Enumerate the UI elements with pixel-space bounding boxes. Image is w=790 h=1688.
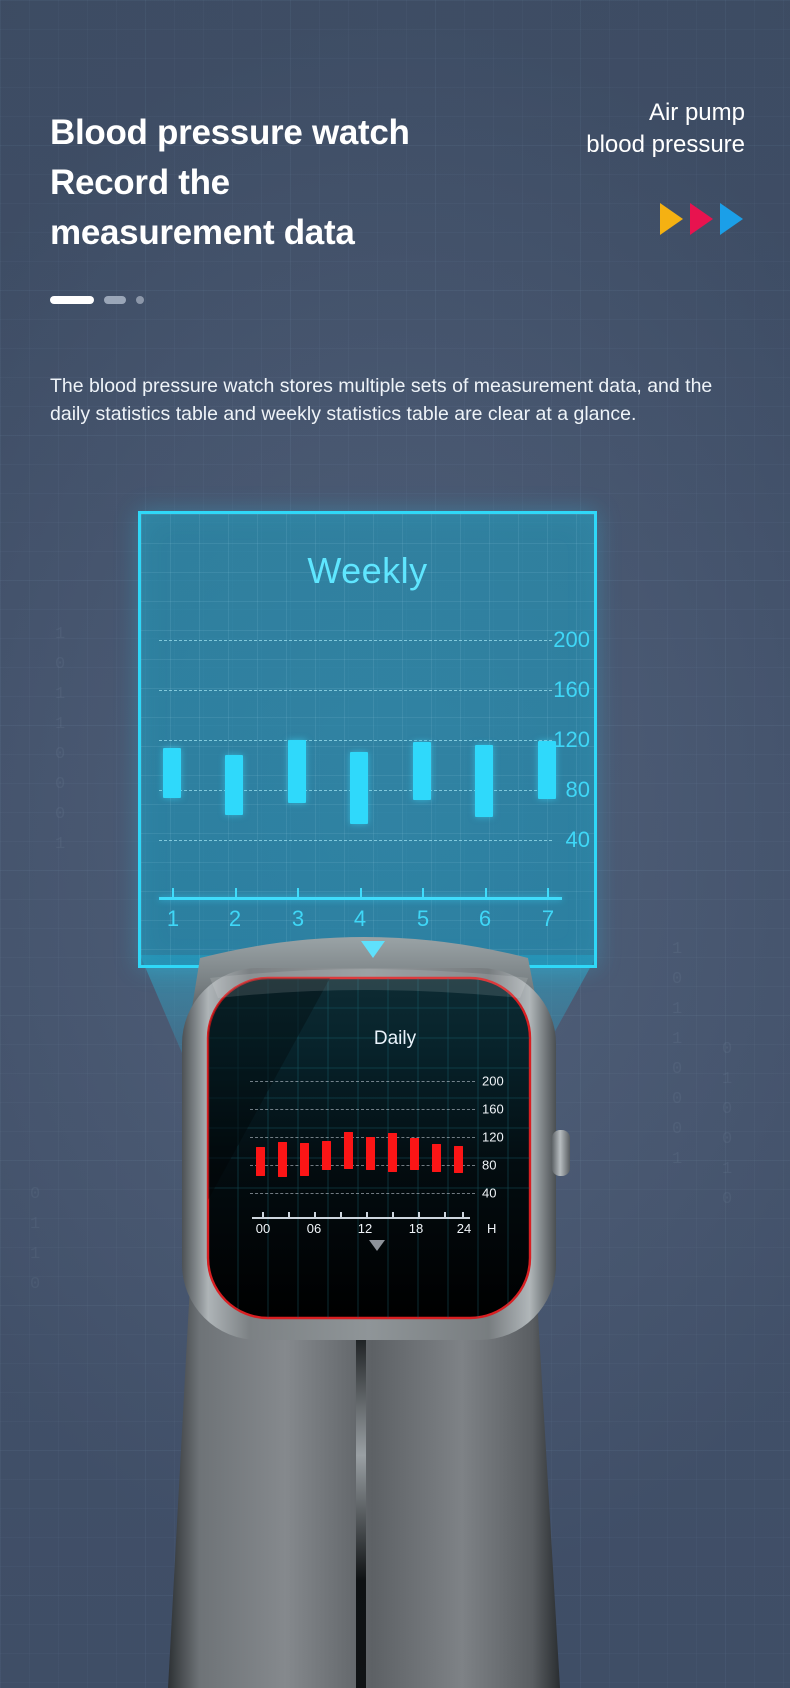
weekly-bar-7 [538,741,556,799]
arrow-group [660,203,743,235]
weekly-xlabel-1: 1 [166,906,180,931]
daily-bar-7 [388,1133,397,1172]
page-title: Blood pressure watch Record the measurem… [50,108,520,258]
daily-gridline-80 [250,1165,475,1166]
weekly-ylabel-80: 80 [565,777,590,802]
binary-decor-left-2: 0 1 1 0 [30,1180,41,1300]
daily-bar-10 [454,1146,463,1173]
play-triangle-crimson-icon [690,203,713,235]
weekly-tick-7 [547,888,549,897]
weekly-ylabel-120: 120 [553,727,590,752]
daily-bar-6 [366,1137,375,1170]
title-line-1: Blood pressure watch [50,113,410,152]
pagination-dot-2[interactable] [104,296,126,304]
daily-gridline-120 [250,1137,475,1138]
weekly-grid [141,514,594,965]
daily-tick-18 [418,1212,420,1217]
daily-tick-24 [462,1212,464,1217]
title-line-2: Record the [50,163,230,202]
daily-tick-15 [392,1212,394,1217]
binary-decor-left: 1 0 1 1 0 0 0 1 [55,620,66,860]
weekly-tick-6 [485,888,487,897]
kicker-line-2: blood pressure [586,131,745,158]
daily-xlabel-06: 06 [306,1221,322,1236]
weekly-tick-5 [422,888,424,897]
daily-tick-03 [288,1212,290,1217]
daily-cursor-triangle-icon [369,1240,385,1251]
weekly-plot-area: 200 160 120 80 40 [159,627,590,897]
weekly-xlabel-6: 6 [478,906,492,931]
play-triangle-amber-icon [660,203,683,235]
weekly-gridline-200 [159,640,552,641]
daily-bar-2 [278,1142,287,1177]
weekly-bar-4 [350,752,368,824]
pagination-dot-active[interactable] [50,296,94,304]
daily-xlabel-18: 18 [408,1221,424,1236]
weekly-ylabel-160: 160 [553,677,590,702]
weekly-ylabel-40: 40 [565,827,590,852]
weekly-tick-2 [235,888,237,897]
weekly-bar-6 [475,745,493,817]
weekly-xlabel-4: 4 [353,906,367,931]
daily-tick-12 [366,1212,368,1217]
daily-ylabel-160: 160 [482,1101,504,1117]
weekly-gridline-160 [159,690,552,691]
daily-ylabel-200: 200 [482,1073,504,1089]
daily-xlabel-12: 12 [357,1221,373,1236]
weekly-xlabel-3: 3 [291,906,305,931]
smartwatch [168,937,570,1688]
weekly-ylabel-200: 200 [553,627,590,652]
weekly-gridline-40 [159,840,552,841]
daily-bar-3 [300,1143,309,1176]
daily-xaxis-unit: H [487,1221,497,1236]
body-paragraph: The blood pressure watch stores multiple… [50,375,713,425]
daily-bar-9 [432,1144,441,1172]
weekly-xlabel-7: 7 [541,906,555,931]
daily-xlabel-24: 24 [456,1221,472,1236]
binary-decor-right: 1 0 1 1 0 0 0 1 [672,935,683,1175]
pagination-dot-3[interactable] [136,296,144,304]
daily-chart-title: Daily [373,1028,417,1049]
weekly-xlabel-5: 5 [416,906,430,931]
daily-x-axis [252,1212,470,1219]
daily-tick-09 [340,1212,342,1217]
daily-xlabel-00: 00 [255,1221,271,1236]
weekly-chart-panel: Weekly 200 160 120 80 40 [138,511,597,968]
weekly-tick-3 [297,888,299,897]
daily-ylabel-40: 40 [482,1185,497,1201]
weekly-xlabel-2: 2 [228,906,242,931]
daily-gridline-160 [250,1109,475,1110]
weekly-bar-1 [163,748,181,798]
kicker-line-1: Air pump [648,99,745,126]
kicker-text: Air pump blood pressure [445,97,745,161]
play-triangle-blue-icon [720,203,743,235]
daily-tick-06 [314,1212,316,1217]
daily-bar-1 [256,1147,265,1176]
daily-bar-5 [344,1132,353,1169]
weekly-x-axis [159,888,562,900]
daily-bar-8 [410,1138,419,1170]
weekly-bar-2 [225,755,243,815]
daily-ylabel-120: 120 [482,1129,504,1145]
weekly-chart-title: Weekly [307,550,428,591]
daily-tick-00 [262,1212,264,1217]
weekly-bar-5 [413,742,431,800]
daily-ylabel-80: 80 [482,1157,497,1173]
daily-tick-21 [444,1212,446,1217]
title-line-3: measurement data [50,213,355,252]
weekly-cursor-triangle-icon [361,941,385,958]
weekly-tick-4 [360,888,362,897]
daily-gridline-40 [250,1193,475,1194]
daily-gridline-200 [250,1081,475,1082]
pagination-indicator[interactable] [50,296,144,304]
weekly-tick-1 [172,888,174,897]
weekly-gridline-120 [159,740,552,741]
daily-plot-area: 200 160 120 80 40 [250,1074,504,1201]
daily-bar-4 [322,1141,331,1170]
binary-decor-right-2: 0 1 0 0 1 0 [722,1035,733,1215]
weekly-bar-3 [288,740,306,803]
